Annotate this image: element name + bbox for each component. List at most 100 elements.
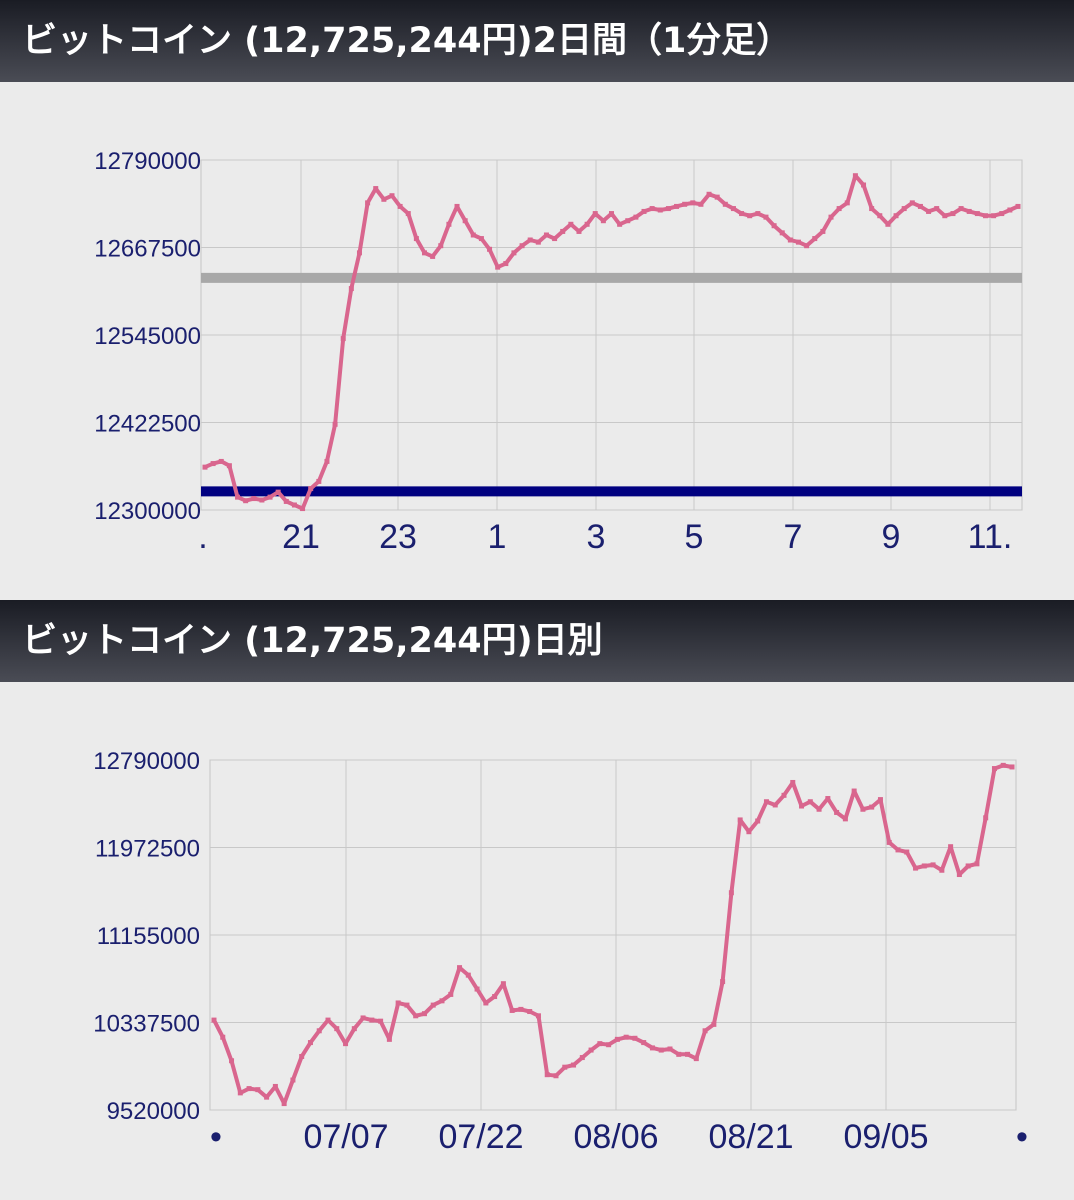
data-point [430,1002,436,1008]
data-point [828,214,834,220]
x-tick-label: 21 [282,518,320,556]
data-point [942,213,948,219]
data-point [909,200,915,206]
y-tick-label: 12667500 [94,236,201,263]
y-tick-label: 11972500 [95,836,200,863]
data-point [632,1035,638,1041]
data-point [787,237,793,243]
data-point [511,250,517,256]
data-point [560,228,566,234]
data-point [807,799,813,805]
data-point [674,203,680,209]
data-point [930,862,936,868]
data-point [235,494,241,500]
data-point [836,206,842,212]
data-point [454,203,460,209]
data-point [576,228,582,234]
data-point [373,186,379,192]
data-point [290,1077,296,1083]
data-point [658,1047,664,1053]
data-point [956,872,962,878]
data-point [283,498,289,504]
data-point [487,246,493,252]
daily-chart: 12790000 11972500 11155000 10337500 9520000 •… [93,748,1028,1156]
data-point [237,1090,243,1096]
data-point [711,1021,717,1027]
data-point [746,829,752,835]
x-tick-label: 09/05 [843,1118,928,1156]
data-point [1009,764,1015,770]
data-point [457,965,463,971]
y-tick-label: 10337500 [93,1011,200,1038]
data-point [991,213,997,219]
data-point [211,1017,217,1023]
data-point [571,1062,577,1068]
data-point [229,1058,235,1064]
x-tick-label: 11. [968,518,1013,556]
chart-header: ビットコイン (12,725,244円)日別 [0,600,1074,682]
y-tick-label: 12790000 [93,748,200,775]
data-point [535,1013,541,1019]
data-point [877,213,883,219]
data-point [246,1086,252,1092]
data-point [958,206,964,212]
data-point [728,890,734,896]
x-tick-label: . [198,518,207,556]
data-point [356,250,362,256]
data-point [779,230,785,236]
y-tick-label: 9520000 [107,1098,200,1125]
data-point [667,1046,673,1052]
data-point [381,196,387,202]
data-point [861,182,867,188]
data-point [518,1006,524,1012]
data-point [325,1017,331,1023]
data-point [772,802,778,808]
data-point [413,236,419,242]
data-point [299,1053,305,1059]
data-point [816,806,822,812]
data-point [334,1026,340,1032]
data-point [795,239,801,245]
x-tick-label: 23 [379,518,417,556]
data-point [503,261,509,267]
x-tick-label: 07/07 [303,1118,388,1156]
data-point [842,816,848,822]
data-point [220,1034,226,1040]
data-point [1015,203,1021,209]
data-point [739,211,745,217]
data-point [657,207,663,213]
data-point [682,201,688,207]
data-point [360,1015,366,1021]
data-point [251,496,257,502]
data-point [860,806,866,812]
data-point [527,237,533,243]
data-point [422,250,428,256]
data-point [462,218,468,224]
data-point [351,1026,357,1032]
data-point [983,815,989,821]
data-point [844,200,850,206]
data-point [543,232,549,238]
data-point [544,1072,550,1078]
data-point [702,1028,708,1034]
data-point [649,1045,655,1051]
data-point [763,799,769,805]
data-point [243,498,249,504]
data-point [974,211,980,217]
data-point [259,497,265,503]
data-point [470,232,476,238]
data-point [448,991,454,997]
data-point [474,986,480,992]
data-point [255,1087,261,1093]
data-point [413,1013,419,1019]
data-point [698,201,704,207]
data-point [771,223,777,229]
data-point [562,1064,568,1070]
data-point [926,208,932,214]
data-point [405,211,411,217]
data-point [641,1040,647,1046]
data-point [895,847,901,853]
data-point [999,211,1005,217]
data-point [974,861,980,867]
data-point [579,1055,585,1061]
